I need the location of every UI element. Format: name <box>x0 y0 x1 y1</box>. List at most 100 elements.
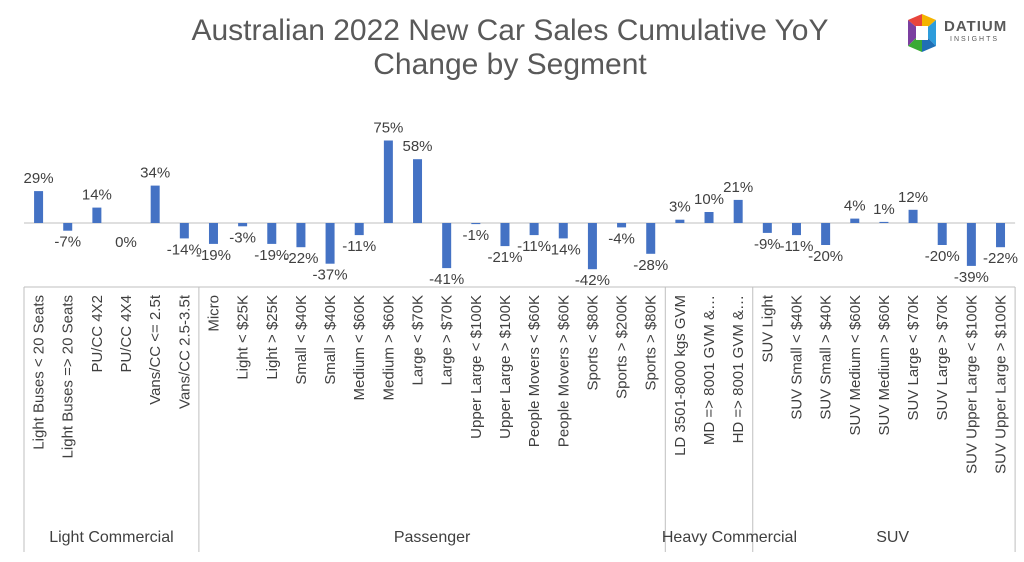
bar <box>587 223 597 270</box>
category-label: SUV Small > $40K <box>818 295 835 420</box>
category-label: Small < $40K <box>293 295 310 385</box>
data-label: -7% <box>54 234 81 251</box>
bar <box>791 223 801 236</box>
bar <box>733 199 743 223</box>
bar <box>296 223 306 248</box>
category-label: Sports > $80K <box>643 295 660 390</box>
bar <box>966 223 976 266</box>
category-label: Micro <box>205 295 222 332</box>
data-label: 21% <box>723 179 753 196</box>
data-label: 1% <box>873 201 895 218</box>
category-label: People Movers > $60K <box>555 295 572 447</box>
category-label: Light Buses < 20 Seats <box>31 295 48 450</box>
category-label: Vans/CC <= 2.5t <box>147 294 164 405</box>
category-label: Large > $70K <box>439 295 456 386</box>
category-label: Medium < $60K <box>351 295 368 400</box>
category-label: Large < $70K <box>410 295 427 386</box>
bar <box>383 140 393 223</box>
data-label: -14% <box>167 241 202 258</box>
data-label: -11% <box>780 238 814 255</box>
category-label: PU/CC 4X2 <box>89 295 106 373</box>
category-label: Medium > $60K <box>380 295 397 400</box>
bar <box>529 223 539 236</box>
category-label: SUV Upper Large < $100K <box>963 295 980 474</box>
datium-logo-icon <box>908 14 936 52</box>
category-label: LD 3501-8000 kgs GVM <box>672 295 689 456</box>
category-label: Upper Large < $100K <box>468 295 485 439</box>
bar <box>34 191 44 223</box>
category-label: SUV Medium > $60K <box>876 295 893 436</box>
category-label: SUV Small < $40K <box>788 295 805 420</box>
data-label: -28% <box>633 257 668 274</box>
group-label: Passenger <box>394 529 471 546</box>
bar <box>413 159 423 223</box>
bar <box>558 223 568 239</box>
data-label: 10% <box>694 191 724 208</box>
bar <box>150 185 160 223</box>
data-label: 29% <box>24 170 54 187</box>
chart-title: Australian 2022 New Car Sales Cumulative… <box>110 14 910 82</box>
bar <box>354 223 364 236</box>
category-label: SUV Upper Large > $100K <box>993 295 1010 474</box>
data-label: -42% <box>575 272 610 289</box>
category-label: Light < $25K <box>235 295 252 380</box>
bar <box>267 223 277 244</box>
category-label: People Movers < $60K <box>526 295 543 447</box>
bar <box>937 223 947 245</box>
data-label: -22% <box>283 250 318 267</box>
data-label: -20% <box>925 248 960 265</box>
data-label: -14% <box>546 241 581 258</box>
category-label: Sports < $80K <box>584 295 601 390</box>
data-label: -20% <box>808 248 843 265</box>
logo-wordmark: DATIUM <box>944 18 1008 35</box>
data-label: 4% <box>844 198 866 215</box>
category-label: MD => 8001 GVM &… <box>701 295 718 445</box>
bar <box>442 223 452 269</box>
data-label: -39% <box>954 269 989 286</box>
data-label: -21% <box>487 249 522 266</box>
data-label: -22% <box>983 250 1018 267</box>
category-label: SUV Large > $70K <box>934 295 951 421</box>
bar <box>908 209 918 223</box>
bar <box>821 223 831 245</box>
bar <box>238 223 248 227</box>
data-label: -11% <box>517 238 551 255</box>
data-label: 34% <box>140 165 170 182</box>
data-label: -11% <box>342 238 376 255</box>
category-label: SUV Medium < $60K <box>847 295 864 436</box>
data-label: -19% <box>254 247 289 264</box>
data-label: -41% <box>429 271 464 288</box>
category-label: Vans/CC 2.5-3.5t <box>176 294 193 409</box>
group-label: Heavy Commercial <box>662 529 797 546</box>
bar <box>471 223 481 225</box>
data-label: -9% <box>754 236 781 253</box>
data-label: -1% <box>462 227 489 244</box>
bar <box>879 221 889 223</box>
category-label: SUV Light <box>759 294 776 362</box>
chart-title-line-2: Change by Segment <box>373 48 647 81</box>
data-label: 14% <box>82 187 112 204</box>
data-label: 3% <box>669 199 691 216</box>
category-label: Upper Large > $100K <box>497 295 514 439</box>
data-label: -4% <box>608 230 635 247</box>
bar <box>63 223 73 231</box>
data-label: -19% <box>196 247 231 264</box>
bar <box>996 223 1006 248</box>
bar <box>850 218 860 223</box>
chart-title-line-1: Australian 2022 New Car Sales Cumulative… <box>191 14 829 47</box>
bar <box>704 212 714 223</box>
data-label: -37% <box>313 267 348 284</box>
bar <box>92 207 102 223</box>
data-label: -3% <box>229 229 256 246</box>
category-label: Light > $25K <box>264 295 281 380</box>
bar <box>646 223 656 254</box>
data-label: 0% <box>115 234 137 251</box>
category-label: HD => 8001 GVM &… <box>730 295 747 443</box>
bar <box>325 223 335 264</box>
logo-tagline: INSIGHTS <box>950 36 1000 43</box>
category-label: SUV Large < $70K <box>905 295 922 421</box>
data-label: 58% <box>403 138 433 155</box>
bar <box>617 223 627 228</box>
bar <box>208 223 218 244</box>
